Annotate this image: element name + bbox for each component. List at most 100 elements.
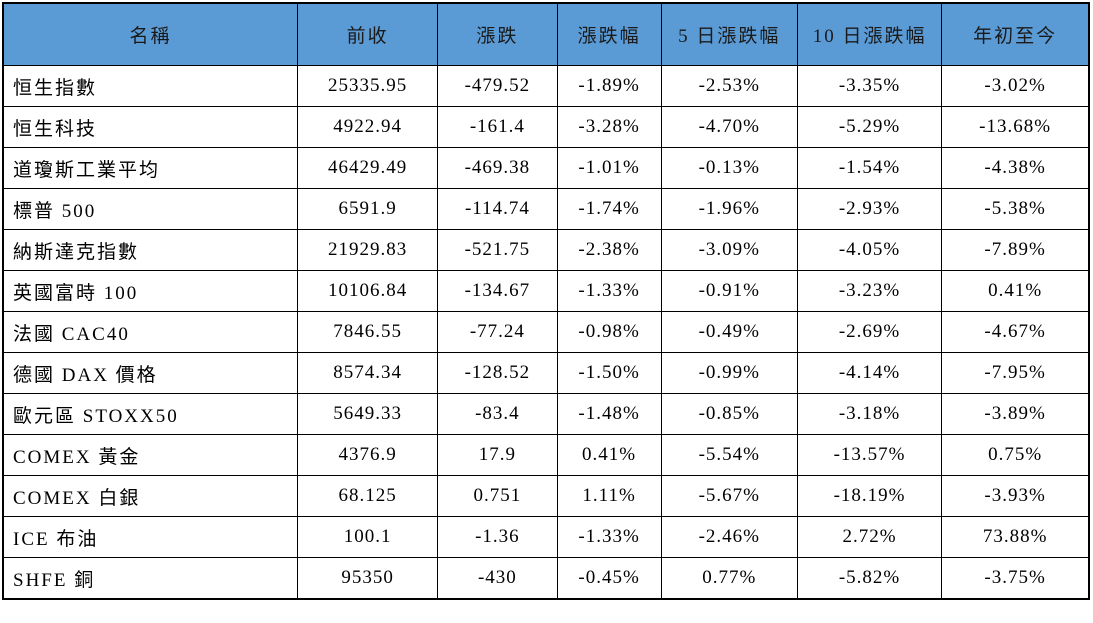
cell-name: 恒生科技: [2, 106, 299, 148]
cell-ytd-pct: -3.89%: [941, 393, 1090, 435]
cell-change: -430: [437, 557, 558, 600]
cell-ytd-pct: -13.68%: [941, 106, 1090, 148]
cell-name: 歐元區 STOXX50: [2, 393, 299, 435]
table-row: ICE 布油 100.1 -1.36 -1.33% -2.46% 2.72% 7…: [2, 516, 1090, 558]
cell-prev-close: 4922.94: [297, 106, 439, 148]
cell-10d-pct: -18.19%: [796, 475, 943, 517]
cell-prev-close: 46429.49: [297, 147, 439, 189]
cell-ytd-pct: -3.75%: [941, 557, 1090, 600]
cell-prev-close: 4376.9: [297, 434, 439, 476]
column-header-change: 漲跌: [437, 2, 558, 66]
cell-name: 標普 500: [2, 188, 299, 230]
cell-change-pct: -1.89%: [556, 65, 662, 107]
cell-10d-pct: -5.29%: [796, 106, 943, 148]
cell-5d-pct: -0.13%: [660, 147, 798, 189]
cell-change-pct: -0.98%: [556, 311, 662, 353]
cell-ytd-pct: 0.41%: [941, 270, 1090, 312]
cell-10d-pct: -3.18%: [796, 393, 943, 435]
table-row: 德國 DAX 價格 8574.34 -128.52 -1.50% -0.99% …: [2, 352, 1090, 394]
cell-10d-pct: -13.57%: [796, 434, 943, 476]
cell-prev-close: 7846.55: [297, 311, 439, 353]
cell-ytd-pct: -7.95%: [941, 352, 1090, 394]
cell-name: 納斯達克指數: [2, 229, 299, 271]
table-row: COMEX 黃金 4376.9 17.9 0.41% -5.54% -13.57…: [2, 434, 1090, 476]
column-header-prev-close: 前收: [297, 2, 439, 66]
cell-5d-pct: -0.85%: [660, 393, 798, 435]
cell-name: 法國 CAC40: [2, 311, 299, 353]
cell-change: -114.74: [437, 188, 558, 230]
table-header: 名稱 前收 漲跌 漲跌幅 5 日漲跌幅 10 日漲跌幅 年初至今: [2, 2, 1090, 66]
cell-ytd-pct: -4.67%: [941, 311, 1090, 353]
cell-5d-pct: -0.91%: [660, 270, 798, 312]
cell-prev-close: 25335.95: [297, 65, 439, 107]
cell-5d-pct: -1.96%: [660, 188, 798, 230]
table-row: COMEX 白銀 68.125 0.751 1.11% -5.67% -18.1…: [2, 475, 1090, 517]
column-header-change-pct: 漲跌幅: [556, 2, 662, 66]
cell-change-pct: -3.28%: [556, 106, 662, 148]
cell-5d-pct: -2.53%: [660, 65, 798, 107]
cell-5d-pct: -3.09%: [660, 229, 798, 271]
cell-change-pct: 0.41%: [556, 434, 662, 476]
cell-5d-pct: -2.46%: [660, 516, 798, 558]
cell-change-pct: -0.45%: [556, 557, 662, 600]
cell-change: 17.9: [437, 434, 558, 476]
cell-change-pct: -1.33%: [556, 516, 662, 558]
cell-prev-close: 5649.33: [297, 393, 439, 435]
market-performance-table: 名稱 前收 漲跌 漲跌幅 5 日漲跌幅 10 日漲跌幅 年初至今 恒生指數 25…: [2, 2, 1090, 600]
table-row: 英國富時 100 10106.84 -134.67 -1.33% -0.91% …: [2, 270, 1090, 312]
cell-5d-pct: -5.54%: [660, 434, 798, 476]
cell-5d-pct: -0.99%: [660, 352, 798, 394]
cell-prev-close: 21929.83: [297, 229, 439, 271]
cell-change: -469.38: [437, 147, 558, 189]
cell-ytd-pct: 73.88%: [941, 516, 1090, 558]
column-header-5d-pct: 5 日漲跌幅: [660, 2, 798, 66]
cell-prev-close: 100.1: [297, 516, 439, 558]
cell-prev-close: 95350: [297, 557, 439, 600]
cell-change-pct: -1.01%: [556, 147, 662, 189]
table-body: 恒生指數 25335.95 -479.52 -1.89% -2.53% -3.3…: [2, 65, 1090, 600]
cell-change: -1.36: [437, 516, 558, 558]
cell-10d-pct: 2.72%: [796, 516, 943, 558]
column-header-10d-pct: 10 日漲跌幅: [796, 2, 943, 66]
table-row: 恒生科技 4922.94 -161.4 -3.28% -4.70% -5.29%…: [2, 106, 1090, 148]
cell-ytd-pct: -3.02%: [941, 65, 1090, 107]
cell-change-pct: -1.48%: [556, 393, 662, 435]
cell-change-pct: -1.50%: [556, 352, 662, 394]
cell-change-pct: -1.33%: [556, 270, 662, 312]
cell-change: -128.52: [437, 352, 558, 394]
cell-change: -479.52: [437, 65, 558, 107]
cell-change: -83.4: [437, 393, 558, 435]
cell-10d-pct: -2.69%: [796, 311, 943, 353]
cell-5d-pct: -0.49%: [660, 311, 798, 353]
cell-10d-pct: -3.35%: [796, 65, 943, 107]
cell-change: -134.67: [437, 270, 558, 312]
cell-name: COMEX 黃金: [2, 434, 299, 476]
cell-5d-pct: 0.77%: [660, 557, 798, 600]
cell-10d-pct: -3.23%: [796, 270, 943, 312]
cell-change-pct: -2.38%: [556, 229, 662, 271]
table-row: 納斯達克指數 21929.83 -521.75 -2.38% -3.09% -4…: [2, 229, 1090, 271]
cell-prev-close: 10106.84: [297, 270, 439, 312]
cell-10d-pct: -4.14%: [796, 352, 943, 394]
cell-change: -161.4: [437, 106, 558, 148]
cell-name: ICE 布油: [2, 516, 299, 558]
cell-5d-pct: -4.70%: [660, 106, 798, 148]
cell-prev-close: 68.125: [297, 475, 439, 517]
table-row: 歐元區 STOXX50 5649.33 -83.4 -1.48% -0.85% …: [2, 393, 1090, 435]
cell-change: -77.24: [437, 311, 558, 353]
header-row: 名稱 前收 漲跌 漲跌幅 5 日漲跌幅 10 日漲跌幅 年初至今: [2, 2, 1090, 66]
table-row: 標普 500 6591.9 -114.74 -1.74% -1.96% -2.9…: [2, 188, 1090, 230]
cell-change-pct: 1.11%: [556, 475, 662, 517]
cell-name: 恒生指數: [2, 65, 299, 107]
column-header-ytd: 年初至今: [941, 2, 1090, 66]
cell-10d-pct: -5.82%: [796, 557, 943, 600]
cell-10d-pct: -4.05%: [796, 229, 943, 271]
table-row: 道瓊斯工業平均 46429.49 -469.38 -1.01% -0.13% -…: [2, 147, 1090, 189]
cell-prev-close: 8574.34: [297, 352, 439, 394]
cell-name: 德國 DAX 價格: [2, 352, 299, 394]
cell-change-pct: -1.74%: [556, 188, 662, 230]
cell-10d-pct: -2.93%: [796, 188, 943, 230]
cell-change: 0.751: [437, 475, 558, 517]
cell-5d-pct: -5.67%: [660, 475, 798, 517]
cell-ytd-pct: -3.93%: [941, 475, 1090, 517]
